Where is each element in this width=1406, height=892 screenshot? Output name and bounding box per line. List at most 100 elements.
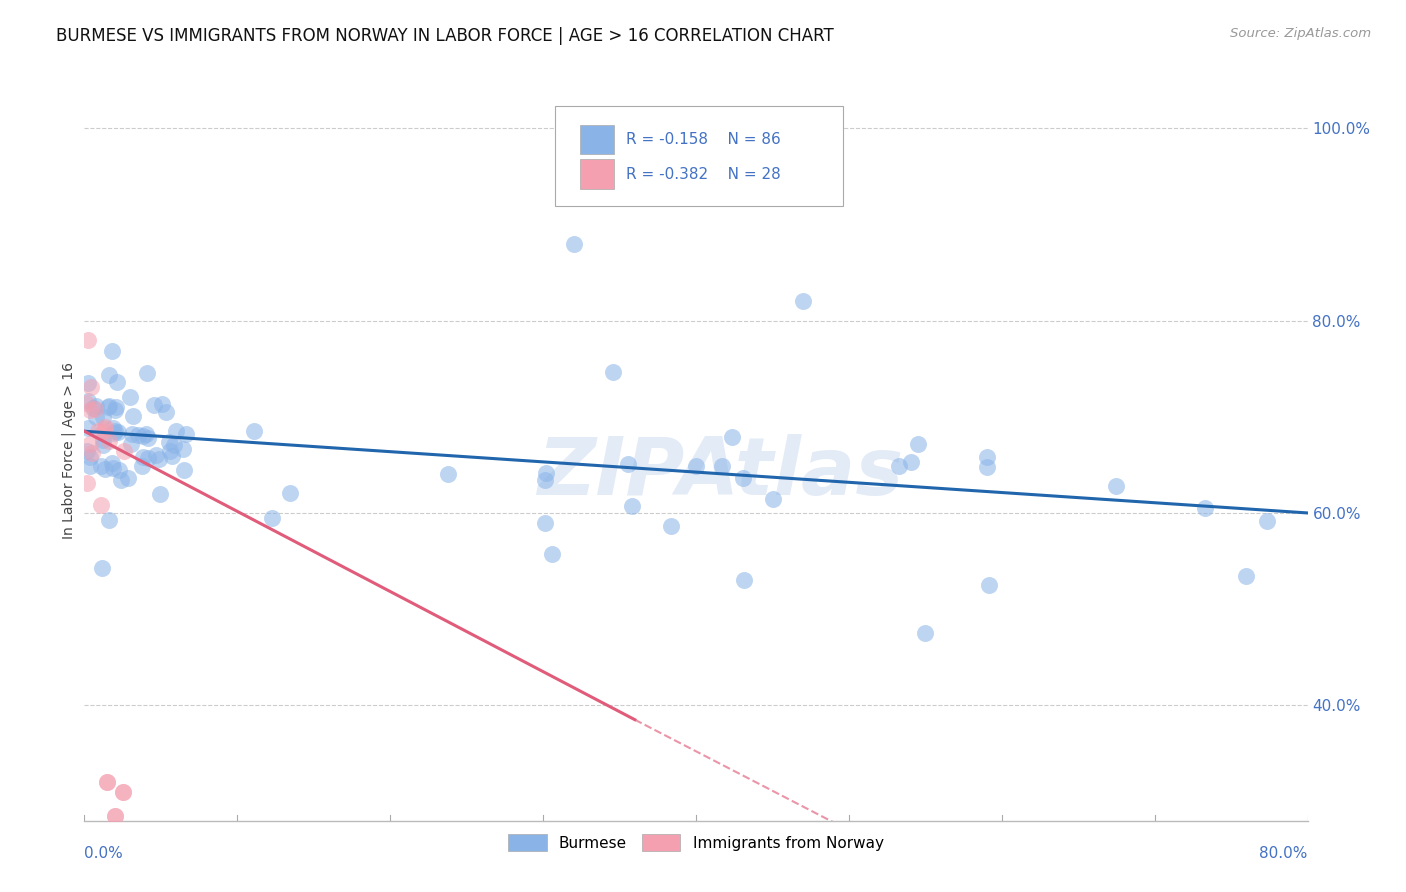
Text: BURMESE VS IMMIGRANTS FROM NORWAY IN LABOR FORCE | AGE > 16 CORRELATION CHART: BURMESE VS IMMIGRANTS FROM NORWAY IN LAB… [56, 27, 834, 45]
Point [159, 443, 181, 458]
Point [96, 775, 118, 789]
Point [98, 434, 121, 449]
Point [77, 376, 100, 390]
Point [733, 574, 755, 588]
Point [79, 450, 101, 464]
Point [103, 425, 125, 440]
Point [792, 294, 814, 309]
Point [145, 448, 167, 462]
Point [131, 459, 153, 474]
Point [91, 438, 114, 452]
Point [176, 427, 198, 442]
Text: R = -0.382    N = 28: R = -0.382 N = 28 [626, 167, 780, 182]
Point [111, 785, 134, 799]
FancyBboxPatch shape [555, 106, 842, 206]
Point [157, 435, 180, 450]
Point [710, 459, 733, 474]
Point [976, 460, 998, 475]
Point [101, 456, 124, 470]
Point [104, 400, 127, 414]
Point [104, 809, 127, 823]
Point [105, 375, 128, 389]
Point [131, 428, 153, 442]
Point [900, 455, 922, 469]
Point [98, 513, 121, 527]
Point [136, 451, 159, 466]
Point [172, 442, 194, 456]
Point [162, 437, 184, 451]
Point [94, 422, 117, 436]
Point [79, 403, 101, 417]
Point [160, 450, 183, 464]
Point [120, 390, 142, 404]
Point [437, 467, 460, 482]
Point [91, 433, 114, 447]
Y-axis label: In Labor Force | Age > 16: In Labor Force | Age > 16 [62, 362, 76, 539]
Point [121, 426, 143, 441]
Point [149, 487, 172, 501]
Point [87, 424, 110, 438]
Point [243, 424, 266, 438]
Point [75, 396, 97, 410]
Point [84, 410, 107, 425]
Point [82, 401, 104, 416]
Point [659, 519, 682, 533]
Point [79, 436, 101, 450]
Point [90, 459, 112, 474]
Point [136, 367, 159, 381]
Point [110, 473, 132, 487]
Point [262, 511, 284, 525]
Point [602, 365, 624, 379]
Point [76, 443, 98, 458]
Point [107, 425, 129, 439]
Text: Source: ZipAtlas.com: Source: ZipAtlas.com [1230, 27, 1371, 40]
Text: 80.0%: 80.0% [1260, 846, 1308, 861]
Point [132, 450, 155, 464]
Point [148, 451, 170, 466]
Point [112, 444, 135, 458]
Point [534, 473, 557, 487]
Point [98, 399, 121, 413]
Point [117, 471, 139, 485]
Point [101, 343, 124, 358]
Point [1256, 514, 1278, 528]
Text: ZIPAtlas: ZIPAtlas [537, 434, 904, 512]
Point [91, 410, 114, 425]
Point [721, 430, 744, 444]
Point [1194, 500, 1216, 515]
Point [104, 403, 127, 417]
Point [143, 398, 166, 412]
Point [562, 236, 585, 251]
Point [121, 409, 143, 423]
Point [762, 491, 785, 506]
Point [889, 459, 911, 474]
Text: 0.0%: 0.0% [84, 846, 124, 861]
Point [135, 427, 157, 442]
Point [96, 775, 118, 789]
Point [979, 578, 1001, 592]
Point [536, 466, 558, 480]
Point [104, 424, 127, 438]
Point [155, 405, 177, 419]
Point [77, 421, 100, 435]
Point [136, 431, 159, 445]
Point [907, 437, 929, 451]
Point [540, 547, 562, 561]
Point [79, 459, 101, 474]
Point [91, 425, 114, 440]
Text: R = -0.158    N = 86: R = -0.158 N = 86 [626, 132, 780, 147]
Point [685, 459, 707, 474]
Point [120, 437, 142, 451]
Point [94, 419, 117, 434]
Point [104, 809, 127, 823]
Point [76, 475, 98, 490]
Point [77, 334, 100, 348]
Point [127, 428, 149, 442]
Point [1234, 568, 1257, 582]
Point [80, 380, 103, 394]
Point [976, 450, 998, 464]
Point [94, 462, 117, 476]
Point [80, 445, 103, 459]
Point [1105, 479, 1128, 493]
Point [77, 393, 100, 408]
